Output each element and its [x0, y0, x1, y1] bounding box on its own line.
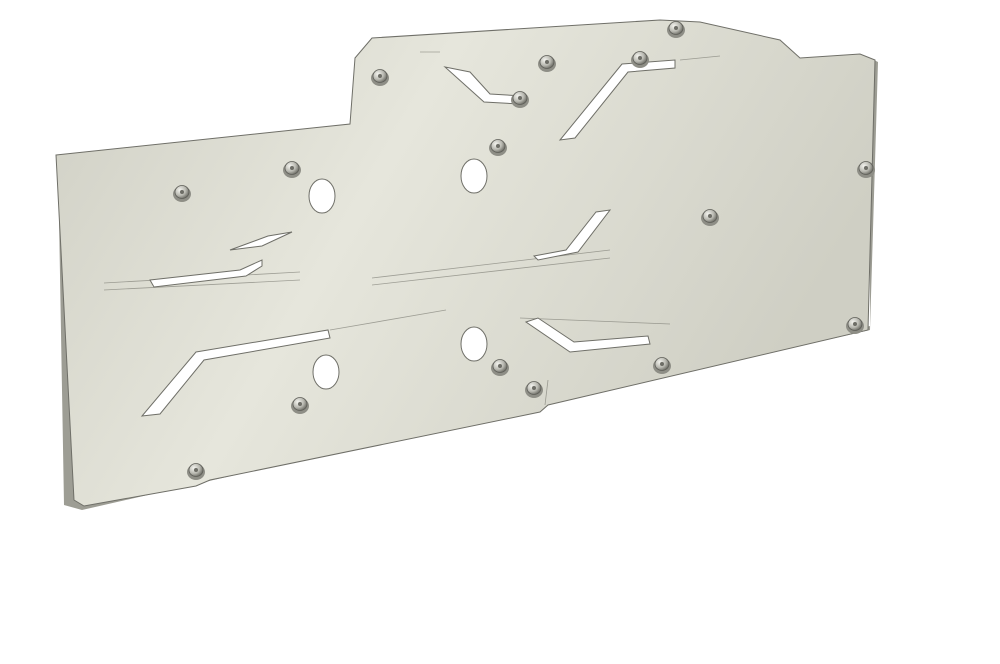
screw-15 — [511, 91, 529, 108]
screw-11 — [653, 357, 671, 374]
engraved-lines — [103, 51, 721, 406]
slot-mid-center — [532, 209, 612, 261]
slot-cutouts — [140, 59, 676, 417]
screws — [173, 21, 875, 480]
slot-mid-left — [149, 259, 263, 288]
screw-1 — [667, 21, 685, 38]
backplate — [55, 19, 876, 507]
screw-8 — [701, 209, 719, 226]
round-holes — [308, 158, 488, 390]
hole-4 — [460, 326, 488, 362]
hole-3 — [312, 354, 340, 390]
screw-9 — [846, 317, 864, 334]
screw-4 — [283, 161, 301, 178]
screw-13 — [291, 397, 309, 414]
screw-12 — [525, 381, 543, 398]
slot-lower-left — [140, 329, 331, 417]
screw-3 — [538, 55, 556, 72]
screw-7 — [857, 161, 875, 178]
screw-10 — [491, 359, 509, 376]
screw-2 — [371, 69, 389, 86]
hole-1 — [308, 178, 336, 214]
screw-14 — [187, 463, 205, 480]
screw-16 — [631, 51, 649, 68]
screw-6 — [489, 139, 507, 156]
slot-top-right — [558, 59, 676, 141]
slot-side-edge — [229, 231, 293, 251]
slot-lower-right — [524, 317, 651, 353]
hole-2 — [460, 158, 488, 194]
screw-5 — [173, 185, 191, 202]
